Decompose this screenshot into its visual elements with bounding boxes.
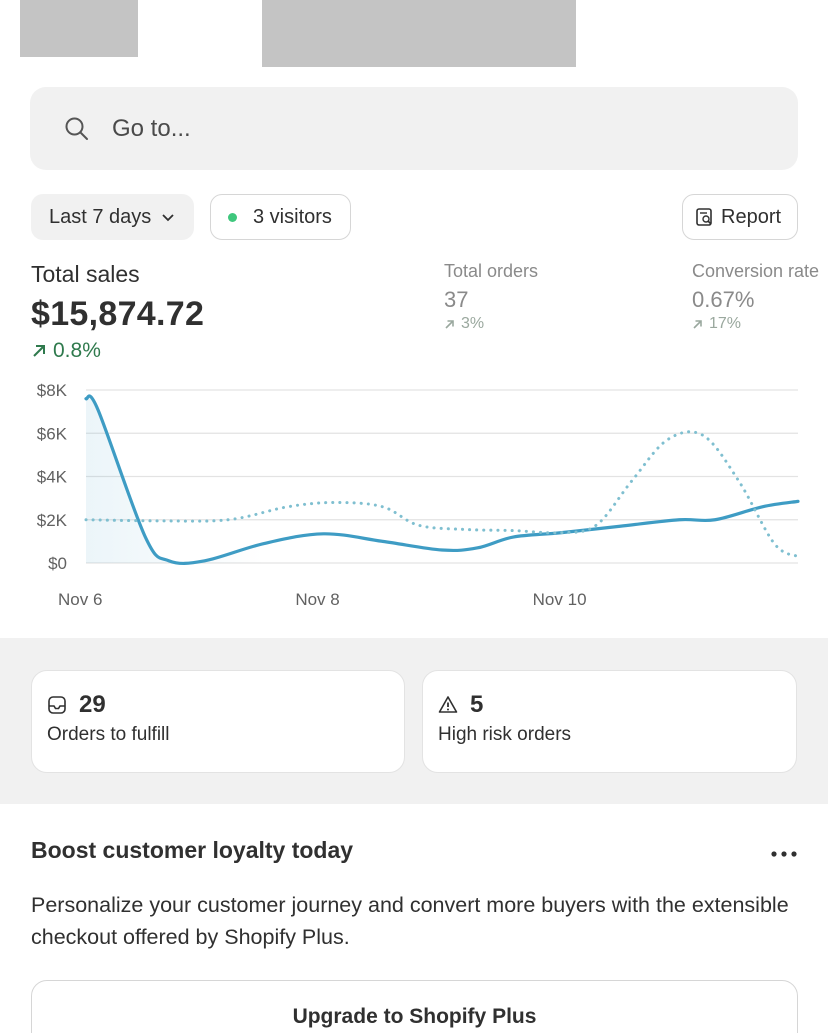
orders-to-fulfill-count: 29 [79, 691, 106, 718]
report-label: Report [721, 205, 782, 228]
previous-period-line [84, 430, 800, 559]
y-tick-label: $2K [37, 511, 68, 530]
x-tick-label: Nov 8 [295, 590, 339, 609]
live-visitors-button[interactable]: 3 visitors [210, 194, 351, 240]
total-orders-change: 3% [444, 315, 484, 333]
orders-to-fulfill-card[interactable]: 29 Orders to fulfill [31, 670, 405, 773]
search-bar[interactable]: Go to... [30, 87, 798, 170]
conversion-rate-value: 0.67% [692, 287, 755, 312]
search-placeholder: Go to... [112, 114, 191, 142]
promo-title: Boost customer loyalty today [31, 837, 354, 863]
high-risk-orders-card[interactable]: 5 High risk orders [422, 670, 797, 773]
x-tick-label: Nov 6 [58, 590, 102, 609]
promo-description: Personalize your customer journey and co… [31, 893, 789, 949]
total-sales-value: $15,874.72 [31, 295, 205, 333]
redacted-logo [20, 0, 138, 57]
chevron-down-icon [161, 210, 175, 224]
high-risk-orders-label: High risk orders [438, 724, 572, 745]
current-period-line [84, 394, 800, 566]
high-risk-orders-count: 5 [470, 691, 484, 718]
y-tick-label: $4K [37, 468, 68, 487]
more-options-button[interactable] [764, 840, 804, 866]
y-tick-label: $0 [48, 554, 67, 573]
y-tick-label: $8K [37, 381, 68, 400]
total-orders-value: 37 [444, 287, 469, 312]
redacted-store-name [262, 0, 576, 67]
conversion-rate-change-value: 17% [709, 315, 742, 332]
total-sales-change: 0.8% [31, 339, 101, 363]
x-tick-label: Nov 10 [533, 590, 587, 609]
arrow-up-right-icon [444, 319, 455, 330]
y-tick-label: $6K [37, 424, 68, 443]
more-horizontal-icon [771, 844, 797, 862]
warning-icon [438, 695, 458, 715]
search-icon [64, 116, 90, 142]
total-sales-change-value: 0.8% [53, 339, 101, 362]
visitors-label: 3 visitors [253, 205, 332, 228]
conversion-rate-change: 17% [692, 315, 741, 333]
arrow-up-right-icon [692, 319, 703, 330]
inbox-icon [47, 695, 67, 715]
date-range-selector[interactable]: Last 7 days [31, 194, 194, 240]
report-button[interactable]: Report [682, 194, 798, 240]
upgrade-shopify-plus-button[interactable]: Upgrade to Shopify Plus [31, 980, 798, 1033]
total-sales-label: Total sales [31, 261, 140, 287]
sales-area-fill [86, 396, 798, 564]
arrow-up-right-icon [31, 343, 47, 359]
total-orders-label: Total orders [444, 261, 539, 281]
total-sales-chart: $8K $6K $4K $2K $0 Nov 6 Nov 8 Nov 10 [37, 381, 800, 609]
date-range-label: Last 7 days [49, 205, 152, 228]
conversion-rate-label: Conversion rate [692, 261, 820, 281]
total-orders-change-value: 3% [461, 315, 485, 332]
live-status-dot [228, 212, 237, 222]
orders-to-fulfill-label: Orders to fulfill [47, 724, 170, 745]
report-icon [695, 207, 715, 227]
